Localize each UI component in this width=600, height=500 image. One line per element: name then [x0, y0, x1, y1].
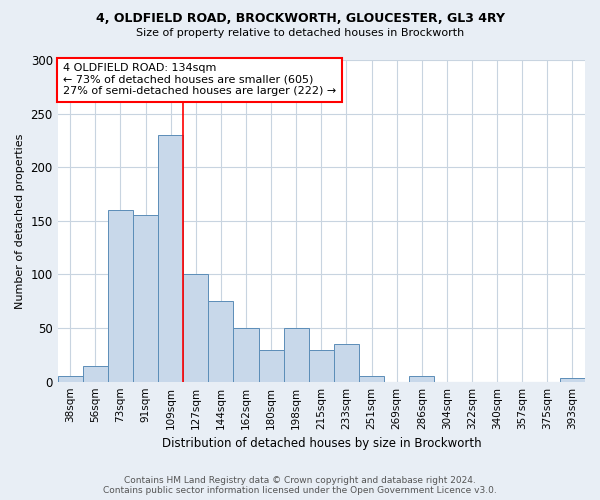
Bar — [409, 376, 434, 382]
Text: 4, OLDFIELD ROAD, BROCKWORTH, GLOUCESTER, GL3 4RY: 4, OLDFIELD ROAD, BROCKWORTH, GLOUCESTER… — [95, 12, 505, 26]
Bar — [208, 302, 233, 382]
Bar — [233, 328, 259, 382]
Bar — [334, 344, 359, 382]
Text: Size of property relative to detached houses in Brockworth: Size of property relative to detached ho… — [136, 28, 464, 38]
Text: 4 OLDFIELD ROAD: 134sqm
← 73% of detached houses are smaller (605)
27% of semi-d: 4 OLDFIELD ROAD: 134sqm ← 73% of detache… — [63, 63, 336, 96]
Bar — [183, 274, 208, 382]
Bar — [560, 378, 585, 382]
Bar — [158, 135, 183, 382]
Bar — [309, 350, 334, 382]
Bar — [359, 376, 384, 382]
Bar — [259, 350, 284, 382]
Bar — [83, 366, 108, 382]
Text: Contains HM Land Registry data © Crown copyright and database right 2024.
Contai: Contains HM Land Registry data © Crown c… — [103, 476, 497, 495]
Bar — [133, 216, 158, 382]
Bar — [108, 210, 133, 382]
Bar — [284, 328, 309, 382]
Bar — [58, 376, 83, 382]
Y-axis label: Number of detached properties: Number of detached properties — [15, 133, 25, 308]
X-axis label: Distribution of detached houses by size in Brockworth: Distribution of detached houses by size … — [161, 437, 481, 450]
